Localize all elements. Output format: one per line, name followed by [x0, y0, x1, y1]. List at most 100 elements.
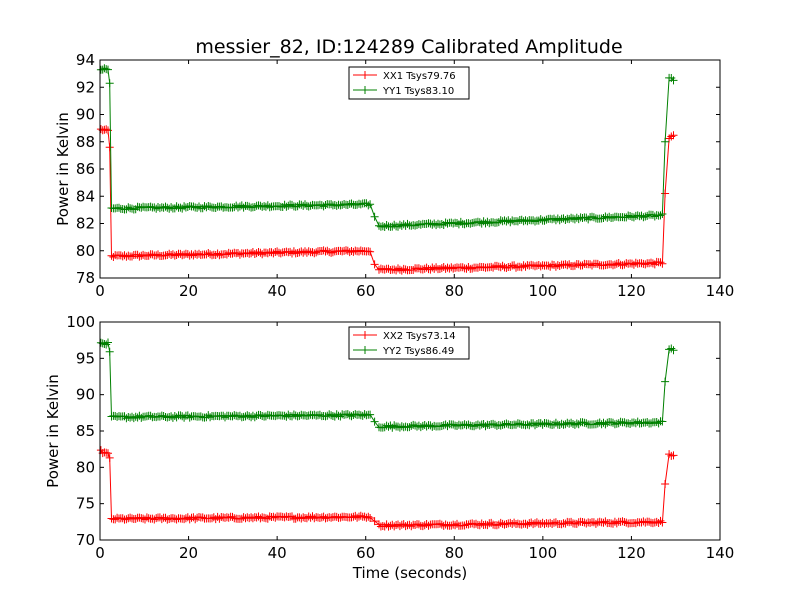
data-point — [126, 513, 135, 522]
y-tick-label: 92 — [76, 78, 95, 96]
x-axis-label: Time (seconds) — [352, 564, 468, 582]
data-point — [327, 200, 336, 209]
data-point — [551, 262, 560, 271]
y-tick-label: 82 — [76, 215, 95, 233]
data-point — [111, 515, 120, 524]
data-point — [265, 203, 274, 212]
legend-marker — [361, 71, 369, 79]
top-panel: 0 20 40 60 80 100 120 140 78 80 82 84 86 88 90 92 94 Powe… — [54, 51, 734, 300]
data-point — [669, 76, 678, 85]
data-point — [453, 219, 461, 227]
data-point — [206, 202, 215, 211]
data-point — [154, 250, 162, 259]
data-point — [515, 419, 524, 428]
data-point — [150, 515, 159, 524]
data-point — [629, 260, 638, 269]
data-point — [208, 514, 216, 523]
x-tick-label: 60 — [356, 282, 375, 300]
data-point — [656, 258, 665, 267]
data-point — [658, 417, 667, 426]
data-point — [239, 203, 248, 212]
data-point — [620, 260, 629, 269]
series-2 — [96, 338, 678, 432]
data-point — [297, 200, 306, 209]
data-point — [567, 517, 576, 526]
data-point — [661, 377, 670, 386]
data-point — [641, 212, 650, 221]
data-point — [557, 520, 566, 529]
series-1 — [96, 125, 678, 275]
data-point — [258, 250, 267, 259]
data-point — [269, 249, 278, 258]
data-point — [669, 131, 678, 140]
data-point — [334, 411, 343, 420]
data-point — [271, 248, 280, 256]
data-point — [510, 518, 519, 527]
data-point — [582, 419, 591, 428]
data-point — [302, 248, 311, 257]
y-tick-label: 90 — [76, 106, 95, 124]
data-point — [370, 417, 379, 426]
data-point — [551, 518, 560, 527]
data-point — [362, 199, 371, 208]
data-point — [394, 222, 402, 231]
data-point — [104, 338, 112, 347]
data-point — [310, 249, 319, 258]
data-point — [172, 202, 181, 211]
data-point — [411, 221, 420, 230]
data-point — [327, 513, 336, 522]
data-point — [407, 522, 416, 531]
data-point — [637, 419, 646, 428]
data-point — [508, 216, 517, 225]
data-point — [104, 449, 112, 458]
x-tick-label: 0 — [95, 544, 105, 562]
data-point — [588, 261, 596, 270]
data-point — [100, 125, 109, 134]
data-point — [453, 519, 461, 528]
data-point — [441, 520, 450, 529]
data-point — [489, 419, 498, 428]
data-point — [464, 263, 473, 271]
data-point — [228, 512, 237, 521]
data-point — [523, 420, 532, 429]
data-point — [424, 521, 433, 530]
data-point — [235, 250, 244, 259]
data-point — [250, 250, 259, 258]
data-point — [502, 217, 511, 226]
data-point — [120, 412, 129, 421]
series-1 — [96, 446, 678, 531]
x-tick-label: 20 — [179, 544, 198, 562]
data-point — [475, 421, 484, 430]
data-point — [105, 347, 114, 356]
data-point — [432, 263, 441, 272]
legend-marker — [361, 331, 369, 339]
data-point — [370, 517, 379, 526]
data-point — [538, 420, 547, 429]
data-point — [152, 251, 161, 260]
data-point — [297, 410, 306, 419]
data-point — [601, 517, 610, 526]
data-point — [260, 513, 269, 522]
data-point — [152, 514, 161, 523]
data-point — [475, 218, 484, 227]
data-point — [409, 266, 418, 274]
legend-marker — [361, 86, 369, 94]
data-point — [170, 412, 179, 420]
data-point — [299, 513, 308, 522]
data-point — [152, 204, 161, 213]
data-point — [325, 410, 334, 419]
data-point — [366, 247, 375, 256]
data-point — [343, 410, 352, 419]
chart-title: messier_82, ID:124289 Calibrated Amplitu… — [195, 36, 622, 58]
data-point — [572, 419, 581, 428]
data-point — [656, 211, 665, 220]
data-point — [321, 201, 330, 209]
data-point — [470, 422, 479, 431]
data-point — [578, 261, 587, 270]
data-point — [115, 203, 123, 212]
data-point — [648, 259, 657, 268]
data-point — [289, 410, 298, 419]
data-point — [328, 248, 337, 257]
data-point — [159, 412, 168, 420]
data-point — [656, 516, 665, 525]
